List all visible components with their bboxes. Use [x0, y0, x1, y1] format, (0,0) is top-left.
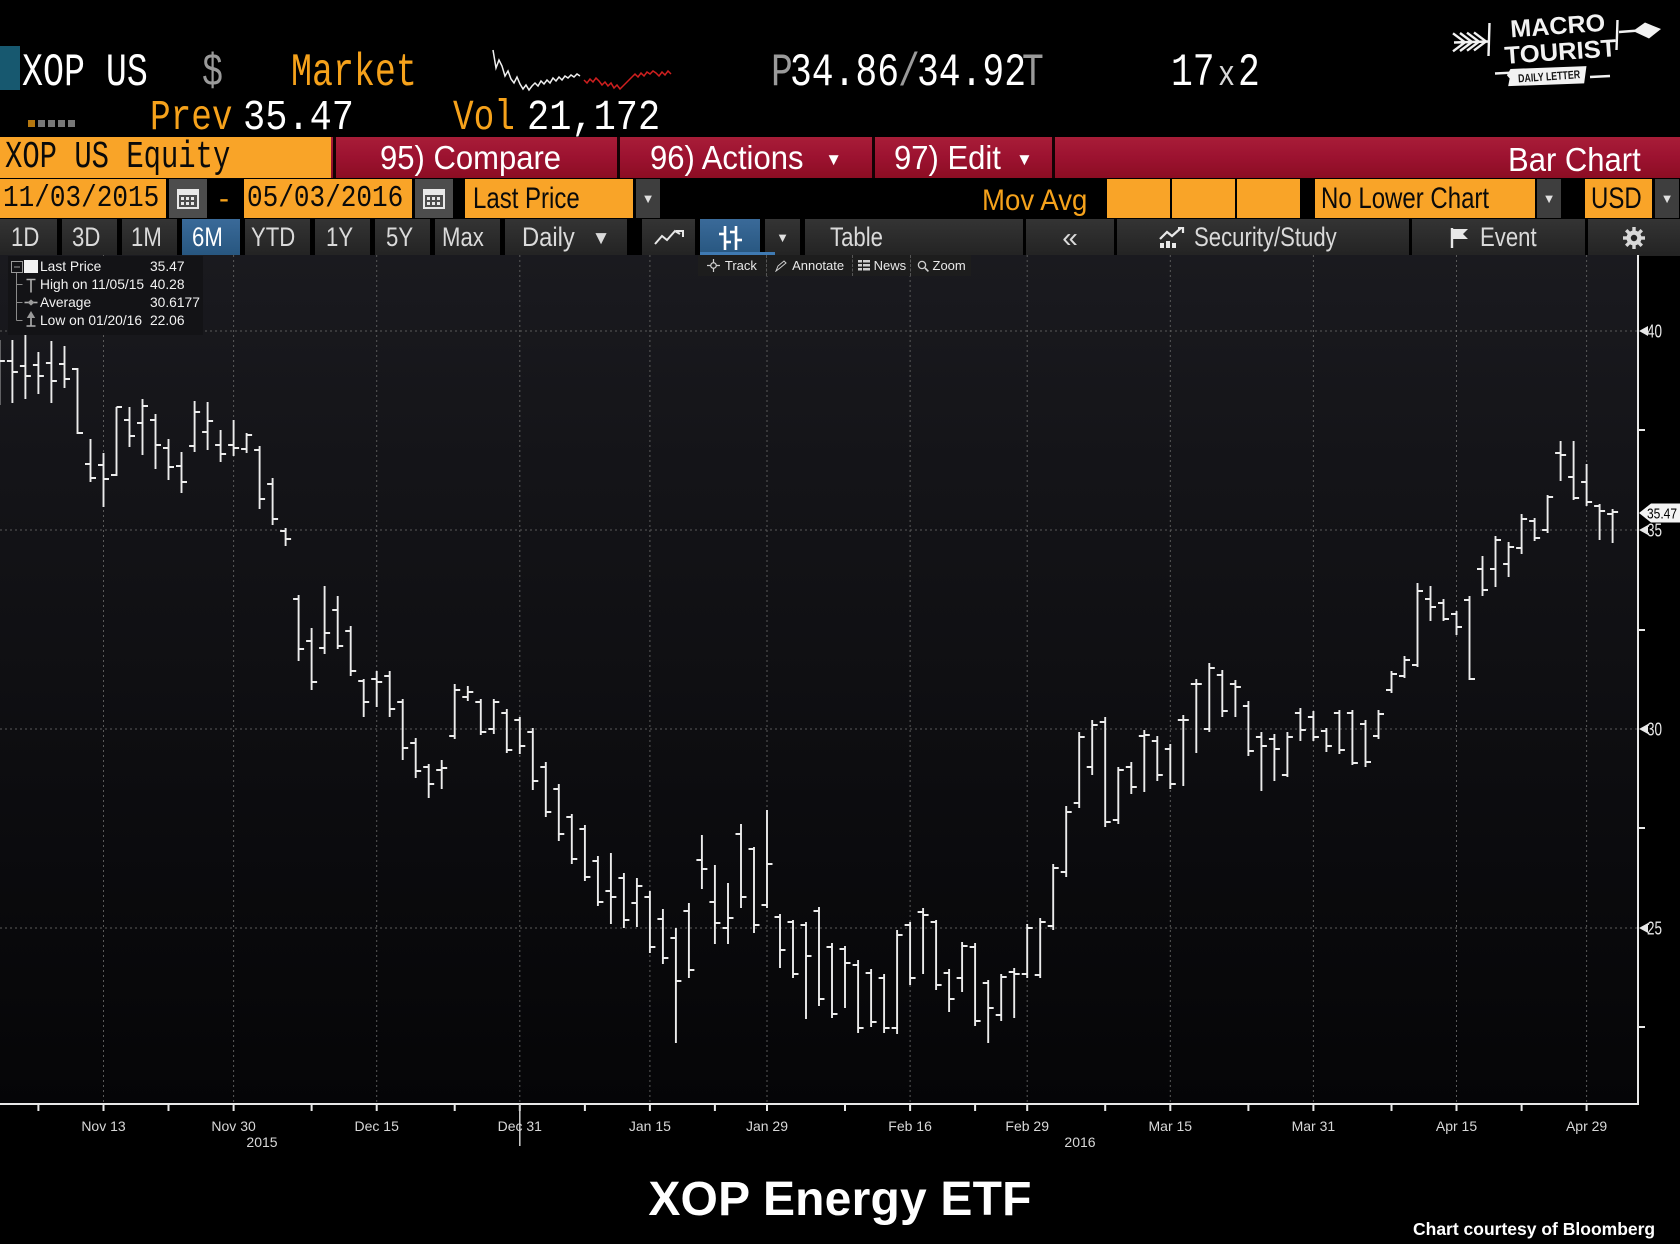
svg-text:Average: Average — [40, 295, 91, 310]
svg-text:Nov 30: Nov 30 — [211, 1118, 256, 1134]
svg-text:2015: 2015 — [246, 1134, 277, 1150]
svg-text:Apr 29: Apr 29 — [1566, 1118, 1607, 1134]
svg-text:35.47: 35.47 — [150, 259, 185, 274]
svg-text:35: 35 — [1647, 521, 1662, 541]
svg-text:Feb 16: Feb 16 — [888, 1118, 932, 1134]
svg-text:Jan 29: Jan 29 — [746, 1118, 788, 1134]
svg-text:25: 25 — [1647, 919, 1662, 939]
svg-text:Dec 31: Dec 31 — [498, 1118, 543, 1134]
svg-text:MACRO: MACRO — [1509, 10, 1606, 44]
svg-text:Apr 15: Apr 15 — [1436, 1118, 1477, 1134]
svg-text:Mar 15: Mar 15 — [1149, 1118, 1193, 1134]
svg-text:Dec 15: Dec 15 — [355, 1118, 400, 1134]
svg-text:DAILY LETTER: DAILY LETTER — [1518, 69, 1581, 85]
svg-text:30: 30 — [1647, 720, 1662, 740]
svg-text:40.28: 40.28 — [150, 277, 185, 292]
svg-text:30.6177: 30.6177 — [150, 295, 200, 310]
svg-text:High on 11/05/15: High on 11/05/15 — [40, 277, 144, 292]
svg-text:Feb 29: Feb 29 — [1005, 1118, 1049, 1134]
svg-text:35.47: 35.47 — [1647, 506, 1677, 523]
svg-text:Low on 01/20/16: Low on 01/20/16 — [40, 313, 142, 328]
svg-text:Last Price: Last Price — [40, 259, 102, 274]
svg-text:2016: 2016 — [1064, 1134, 1095, 1150]
svg-text:Nov 13: Nov 13 — [81, 1118, 126, 1134]
svg-text:40: 40 — [1647, 322, 1662, 342]
svg-text:Jan 15: Jan 15 — [629, 1118, 671, 1134]
svg-text:22.06: 22.06 — [150, 313, 185, 328]
svg-text:Mar 31: Mar 31 — [1292, 1118, 1336, 1134]
